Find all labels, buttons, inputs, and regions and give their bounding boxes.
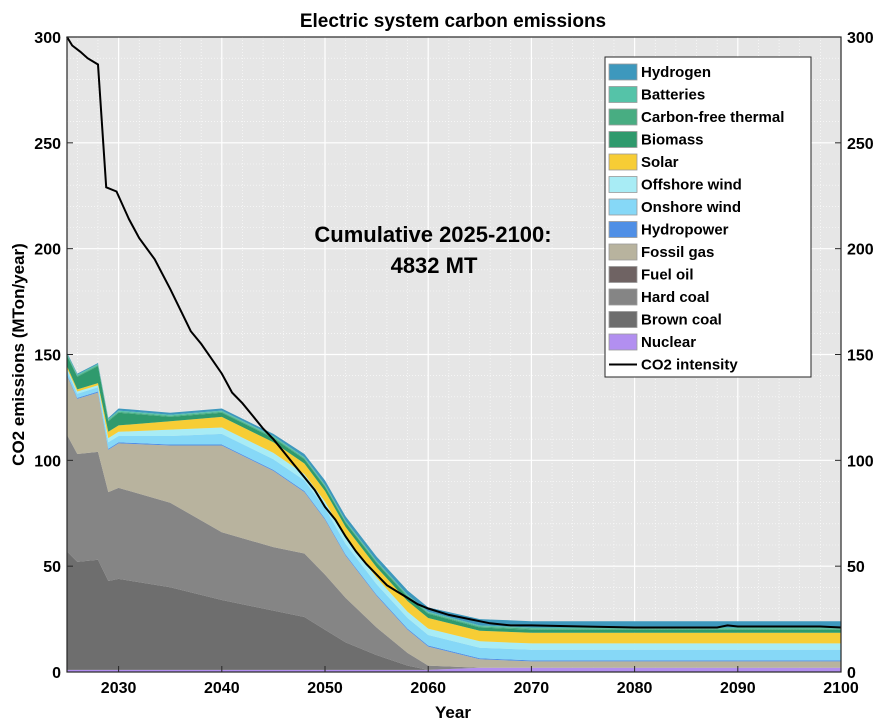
- y-tick-label-right: 0: [847, 665, 856, 682]
- stacked-areas: [67, 352, 841, 672]
- legend-label-hard-coal: Hard coal: [641, 289, 709, 306]
- legend: Hydrogen Batteries Carbon-free thermal Biom…: [604, 56, 812, 378]
- legend-label-hydropower: Hydropower: [641, 222, 729, 239]
- x-tick-label: 2060: [410, 680, 446, 697]
- y-tick-label: 50: [43, 559, 61, 576]
- area-nuclear: [67, 667, 841, 672]
- x-tick-label: 2100: [823, 680, 859, 697]
- legend-label-fossil-gas: Fossil gas: [641, 244, 714, 261]
- chart-title: Electric system carbon emissions: [300, 11, 606, 32]
- co2-intensity-line: [66, 36, 842, 629]
- y-tick-label-right: 200: [847, 242, 874, 259]
- x-tick-label: 2040: [204, 680, 240, 697]
- legend-label-co2-intensity: CO2 intensity: [641, 357, 738, 374]
- left-y-axis-ticks: 0 50 100 150 200 250 300: [34, 30, 73, 682]
- legend-swatch-solar: [608, 153, 638, 171]
- legend-box: [604, 56, 812, 378]
- legend-swatch-hydrogen: [608, 63, 638, 81]
- legend-label-brown-coal: Brown coal: [641, 312, 722, 329]
- legend-label-nuclear: Nuclear: [641, 334, 696, 351]
- cumulative-annotation-line1: Cumulative 2025-2100:: [314, 222, 551, 247]
- legend-swatch-carbon-free-thermal: [608, 108, 638, 126]
- y-tick-label: 0: [52, 665, 61, 682]
- area-brown-coal: [67, 551, 841, 670]
- legend-swatch-fuel-oil: [608, 266, 638, 283]
- x-tick-label: 2080: [617, 680, 653, 697]
- legend-swatch-fossil-gas: [608, 243, 638, 261]
- x-axis-ticks: 2030 2040 2050 2060 2070 2080 2090 2100: [101, 666, 859, 697]
- legend-label-carbon-free-thermal: Carbon-free thermal: [641, 109, 784, 126]
- x-tick-label: 2090: [720, 680, 756, 697]
- legend-label-fuel-oil: Fuel oil: [641, 267, 694, 284]
- legend-label-solar: Solar: [641, 154, 679, 171]
- y-tick-label-right: 50: [847, 559, 865, 576]
- x-tick-label: 2070: [514, 680, 550, 697]
- legend-label-biomass: Biomass: [641, 132, 704, 149]
- legend-swatch-nuclear: [608, 333, 638, 351]
- right-y-axis-ticks: 0 50 100 150 200 250 300: [835, 30, 874, 682]
- legend-swatch-onshore-wind: [608, 198, 638, 216]
- legend-label-offshore-wind: Offshore wind: [641, 177, 742, 194]
- y-tick-label-right: 150: [847, 348, 874, 365]
- legend-label-batteries: Batteries: [641, 87, 705, 104]
- x-axis-label: Year: [435, 703, 471, 722]
- area-fossil-gas: [67, 375, 841, 668]
- x-tick-label: 2030: [101, 680, 137, 697]
- y-axis-label: CO2 emissions (MTon/year): [9, 243, 28, 466]
- y-tick-label: 250: [34, 136, 61, 153]
- y-tick-label: 150: [34, 348, 61, 365]
- legend-label-hydrogen: Hydrogen: [641, 64, 711, 81]
- area-hard-coal: [67, 434, 841, 670]
- y-tick-label-right: 100: [847, 453, 874, 470]
- legend-swatch-biomass: [608, 131, 638, 148]
- legend-swatch-hydropower: [608, 221, 638, 238]
- legend-swatch-brown-coal: [608, 311, 638, 328]
- cumulative-annotation-line2: 4832 MT: [391, 253, 478, 278]
- y-tick-label: 300: [34, 30, 61, 47]
- legend-swatch-hard-coal: [608, 288, 638, 306]
- legend-label-onshore-wind: Onshore wind: [641, 199, 741, 216]
- co2-intensity-line-group: [66, 36, 842, 629]
- y-tick-label: 200: [34, 242, 61, 259]
- legend-swatch-batteries: [608, 86, 638, 103]
- legend-swatch-offshore-wind: [608, 176, 638, 193]
- y-tick-label: 100: [34, 453, 61, 470]
- y-tick-label-right: 250: [847, 136, 874, 153]
- x-tick-label: 2050: [307, 680, 343, 697]
- y-tick-label-right: 300: [847, 30, 874, 47]
